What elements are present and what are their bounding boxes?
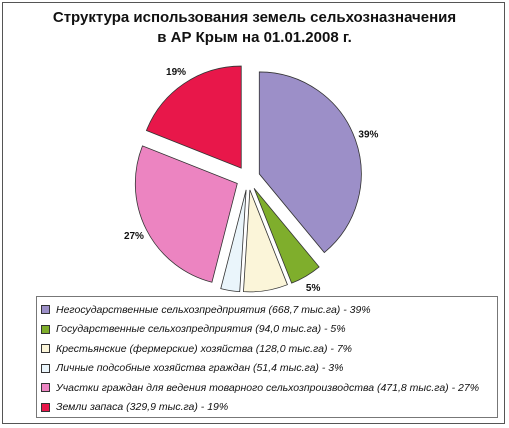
pie-slices	[134, 65, 362, 293]
legend-label: Личные подсобные хозяйства граждан (51,4…	[56, 362, 344, 375]
slice-percent-label: 27%	[124, 231, 144, 242]
legend-label: Земли запаса (329,9 тыс.га) - 19%	[56, 401, 229, 414]
slice-percent-label: 39%	[358, 130, 378, 141]
legend: Негосударственные сельхозпредприятия (66…	[36, 296, 498, 418]
legend-label: Негосударственные сельхозпредприятия (66…	[56, 303, 371, 316]
legend-label: Государственные сельхозпредприятия (94,0…	[56, 323, 346, 336]
legend-swatch	[41, 402, 50, 412]
pie-slice	[134, 145, 238, 283]
chart-title: Структура использования земель сельхозна…	[0, 8, 509, 48]
chart-title-line-1: Структура использования земель сельхозна…	[52, 9, 457, 26]
legend-item: Крестьянские (фермерские) хозяйства (128…	[41, 339, 497, 359]
legend-label: Участки граждан для ведения товарного се…	[56, 381, 480, 394]
legend-swatch	[41, 383, 50, 393]
legend-swatch	[41, 324, 50, 334]
pie-slice	[258, 71, 362, 254]
legend-swatch	[41, 305, 50, 315]
pie-chart: 39%5%7%3%27%19%	[124, 65, 379, 294]
pie-labels: 39%5%7%3%27%19%	[124, 67, 379, 294]
legend-label: Крестьянские (фермерские) хозяйства (128…	[56, 342, 353, 355]
legend-item: Государственные сельхозпредприятия (94,0…	[41, 320, 497, 340]
legend-item: Участки граждан для ведения товарного се…	[41, 378, 497, 398]
pie-slice	[253, 188, 320, 284]
pie-slice	[243, 189, 288, 293]
slice-percent-label: 19%	[166, 67, 186, 78]
slice-percent-label: 5%	[306, 283, 321, 294]
legend-item: Негосударственные сельхозпредприятия (66…	[41, 300, 497, 320]
pie-slice	[145, 65, 242, 169]
legend-swatch	[41, 344, 50, 354]
pie-slice	[220, 189, 247, 293]
legend-swatch	[41, 363, 50, 373]
legend-item: Личные подсобные хозяйства граждан (51,4…	[41, 359, 497, 379]
legend-item: Земли запаса (329,9 тыс.га) - 19%	[41, 398, 497, 418]
chart-title-line-2: в АР Крым на 01.01.2008 г.	[157, 29, 352, 46]
